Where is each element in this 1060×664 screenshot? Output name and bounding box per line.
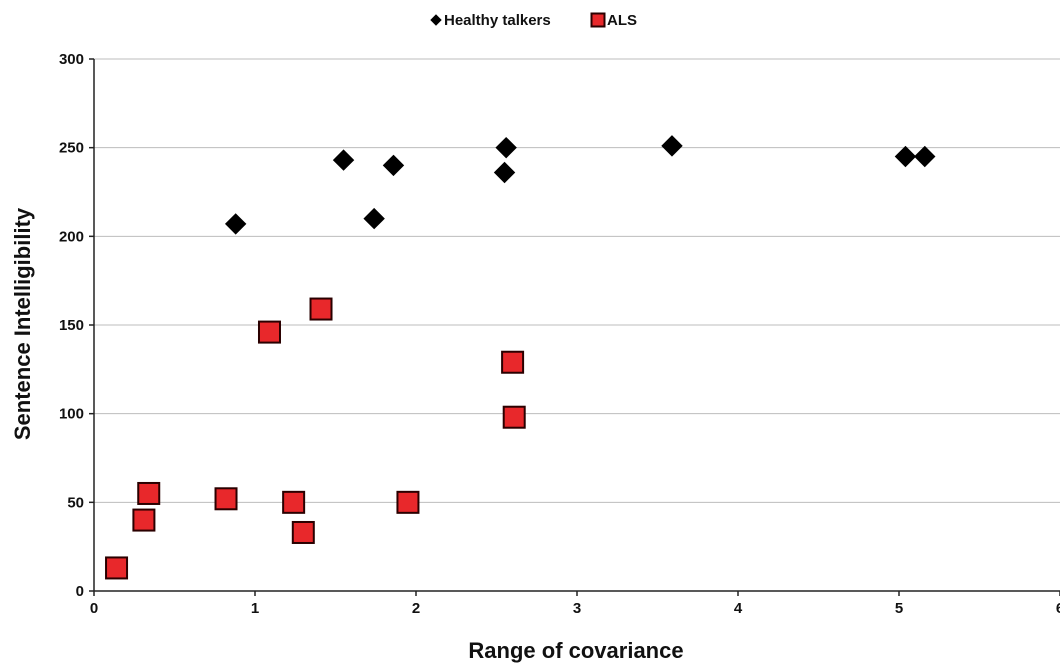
healthy-talker-point <box>382 154 405 177</box>
healthy-talker-point <box>914 145 936 168</box>
x-tick-label: 0 <box>90 600 98 617</box>
y-tick-label: 200 <box>59 228 84 245</box>
y-tick-label: 300 <box>59 51 84 68</box>
y-tick-labels: 0 50 100 150 200 250 300 <box>59 51 84 600</box>
als-point <box>291 520 315 544</box>
x-axis-title: Range of covariance <box>468 638 683 663</box>
healthy-talker-point <box>894 145 917 168</box>
healthy-talker-point <box>363 207 385 230</box>
healthy-talker-point <box>332 149 355 171</box>
healthy-talker-point <box>224 213 247 235</box>
x-tick-label: 5 <box>895 600 903 617</box>
als-point <box>257 320 281 344</box>
als-point <box>282 490 306 514</box>
als-point <box>105 556 129 580</box>
legend-label-healthy: Healthy talkers <box>444 12 551 29</box>
legend-marker-healthy <box>430 14 442 26</box>
legend-marker-als <box>590 12 606 28</box>
x-tick-label: 6 <box>1056 600 1060 617</box>
healthy-talker-point <box>493 161 516 184</box>
x-tick-label: 1 <box>251 600 259 617</box>
healthy-talker-point <box>495 136 517 159</box>
x-tick-label: 2 <box>412 600 420 617</box>
y-axis-title: Sentence Intelligibility <box>10 207 35 440</box>
gridlines <box>94 58 1060 503</box>
y-tick-label: 100 <box>59 406 84 423</box>
als-point <box>396 490 420 514</box>
y-tick-label: 250 <box>59 140 84 157</box>
als-point <box>309 297 333 321</box>
y-tick-label: 0 <box>76 583 84 600</box>
legend: Healthy talkers ALS <box>430 12 637 29</box>
x-tick-labels: 0 1 2 3 4 5 6 <box>90 600 1060 617</box>
axes <box>89 58 1060 596</box>
als-point <box>214 487 238 511</box>
x-tick-label: 4 <box>734 600 743 617</box>
y-tick-label: 150 <box>59 317 84 334</box>
data-points <box>105 135 936 580</box>
als-point <box>502 405 526 429</box>
als-point <box>501 350 525 374</box>
legend-label-als: ALS <box>607 12 637 29</box>
y-tick-label: 50 <box>67 494 84 511</box>
als-point <box>137 481 161 505</box>
healthy-talker-point <box>661 135 683 157</box>
x-tick-label: 3 <box>573 600 581 617</box>
als-point <box>132 508 156 532</box>
